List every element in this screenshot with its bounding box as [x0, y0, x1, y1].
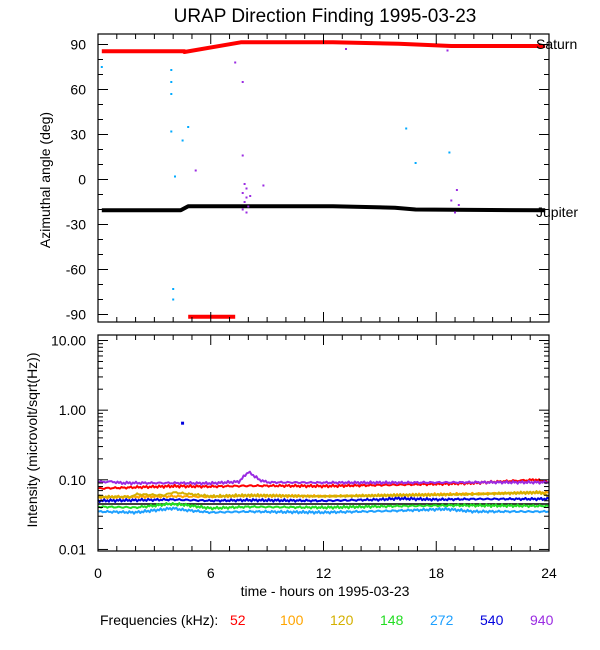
azimuth-point-940-0 — [194, 169, 197, 172]
azimuth-point-272-0 — [100, 66, 103, 68]
chart-title: URAP Direction Finding 1995-03-23 — [174, 6, 477, 27]
legend-title: Frequencies (kHz): — [100, 612, 218, 628]
azimuth-ytick-label: -60 — [66, 262, 86, 278]
intensity-ytick-label: 1.00 — [59, 402, 86, 418]
xtick-label: 18 — [428, 565, 444, 581]
xtick-label: 12 — [316, 565, 332, 581]
azimuth-point-940-18 — [454, 211, 456, 214]
azimuth-point-272-7 — [187, 126, 190, 128]
xtick-label: 24 — [541, 565, 557, 581]
azimuth-point-940-1 — [234, 61, 237, 64]
intensity-ytick-label: 0.10 — [59, 472, 86, 488]
intensity-series-272 — [98, 506, 550, 515]
intensity-series-940 — [97, 470, 550, 486]
azimuth-axes: 90 60 30 0 -30 -60 -90 — [66, 33, 550, 323]
azimuth-point-272-1 — [170, 69, 173, 71]
azimuth-frame — [97, 33, 550, 323]
azimuth-ytick-label: 90 — [70, 37, 86, 53]
azimuth-point-940-14 — [345, 48, 347, 50]
azimuth-point-940-16 — [450, 199, 453, 202]
legend-item-100: 100 — [280, 612, 304, 628]
azimuth-ytick-label: 60 — [70, 82, 86, 98]
azimuth-ytick-label: 0 — [78, 172, 86, 188]
azimuth-point-272-12 — [448, 151, 451, 154]
intensity-series-52 — [97, 478, 550, 490]
saturn-label: Saturn — [536, 36, 577, 52]
azimuth-ylabel: Azimuthal angle (deg) — [37, 112, 53, 248]
azimuth-point-940-12 — [249, 195, 252, 197]
jupiter-label: Jupiter — [536, 204, 578, 220]
azimuth-point-940-15 — [446, 49, 449, 52]
intensity-series-120 — [97, 490, 550, 500]
azimuth-point-940-11 — [245, 211, 248, 214]
azimuth-data-layer — [100, 40, 546, 319]
azimuth-line-saturn — [101, 40, 546, 54]
azimuth-point-272-11 — [414, 162, 417, 164]
xtick-label: 0 — [94, 565, 102, 581]
azimuth-ytick-label: -30 — [66, 217, 86, 233]
azimuth-point-940-10 — [241, 208, 244, 211]
azimuth-line-jupiter — [101, 204, 546, 213]
azimuth-ytick-label: 30 — [70, 127, 86, 143]
azimuth-point-940-6 — [241, 192, 244, 194]
intensity-panel: 10.00 1.00 0.10 0.01 0 6 12 18 24 Intensity (mic… — [24, 333, 557, 599]
azimuth-point-940-5 — [245, 187, 248, 190]
azimuth-point-940-19 — [457, 204, 460, 206]
azimuth-point-940-13 — [262, 184, 265, 187]
legend-item-272: 272 — [430, 612, 454, 628]
azimuth-point-272-6 — [181, 139, 184, 142]
azimuth-point-940-4 — [243, 183, 246, 185]
azimuth-point-272-9 — [172, 298, 175, 301]
intensity-ytick-label: 10.00 — [51, 333, 86, 349]
intensity-xlabel: time - hours on 1995-03-23 — [241, 583, 410, 599]
intensity-spike-point — [181, 421, 185, 425]
azimuth-point-272-10 — [405, 127, 408, 130]
azimuth-point-940-3 — [241, 154, 244, 157]
azimuth-point-940-9 — [247, 205, 250, 208]
intensity-series-148 — [97, 502, 550, 511]
intensity-series-540 — [97, 496, 550, 503]
frequency-legend: Frequencies (kHz): 52 100 120 148 272 540 940 — [100, 612, 554, 628]
azimuth-point-272-8 — [172, 288, 175, 290]
azimuth-point-940-8 — [243, 201, 246, 203]
intensity-axes: 10.00 1.00 0.10 0.01 0 6 12 18 24 — [51, 333, 557, 581]
azimuth-point-272-2 — [170, 81, 173, 83]
legend-item-120: 120 — [330, 612, 354, 628]
legend-item-940: 940 — [530, 612, 554, 628]
xtick-label: 6 — [207, 565, 215, 581]
azimuth-point-940-2 — [241, 81, 244, 83]
azimuth-point-272-3 — [170, 93, 173, 95]
azimuth-point-940-7 — [245, 196, 248, 199]
azimuth-ytick-label: -90 — [66, 307, 86, 323]
intensity-frame — [97, 334, 550, 552]
azimuth-point-272-5 — [174, 175, 176, 178]
legend-item-540: 540 — [480, 612, 504, 628]
azimuth-panel: 90 60 30 0 -30 -60 -90 Saturn Jupiter Azimutha… — [37, 33, 578, 323]
azimuth-point-272-4 — [170, 130, 173, 133]
azimuth-point-940-17 — [455, 189, 458, 191]
intensity-ytick-label: 0.01 — [59, 541, 86, 557]
legend-item-148: 148 — [380, 612, 404, 628]
legend-item-52: 52 — [230, 612, 246, 628]
intensity-ylabel: Intensity (microvolt/sqrt(Hz)) — [24, 352, 40, 527]
intensity-data-layer — [97, 421, 550, 515]
